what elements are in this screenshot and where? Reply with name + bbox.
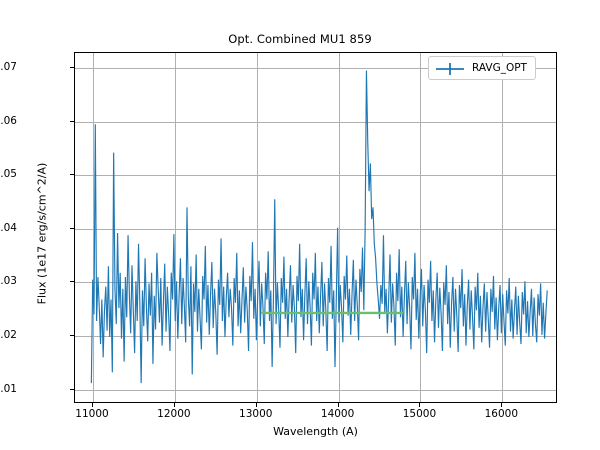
- y-tick-mark: [70, 334, 74, 336]
- gridline-vertical: [502, 53, 504, 402]
- gridline-vertical: [174, 53, 176, 402]
- x-tick-mark: [419, 403, 421, 407]
- y-tick-mark: [70, 120, 74, 122]
- gridline-horizontal: [75, 335, 556, 337]
- y-tick-mark: [70, 174, 74, 176]
- chart-title: Opt. Combined MU1 859: [228, 32, 372, 46]
- gridline-horizontal: [75, 175, 556, 177]
- x-tick-mark: [501, 403, 503, 407]
- data-layer: [75, 53, 556, 402]
- x-axis-label: Wavelength (A): [273, 425, 358, 438]
- y-axis-label: Flux (1e17 erg/s/cm^2/A): [35, 162, 49, 305]
- x-tick-mark: [255, 403, 257, 407]
- plot-area: [74, 52, 557, 403]
- legend-marker-ravg-opt: [435, 61, 465, 75]
- y-tick-label: 0.06: [0, 114, 17, 127]
- gridline-vertical: [93, 53, 94, 402]
- gridline-horizontal: [75, 121, 556, 123]
- x-tick-label: 16000: [484, 408, 519, 420]
- gridline-horizontal: [75, 228, 556, 230]
- y-tick-label: 0.02: [0, 328, 17, 341]
- y-tick-label: 0.07: [0, 61, 17, 73]
- x-tick-mark: [337, 403, 339, 407]
- x-tick-mark: [173, 403, 175, 407]
- gridline-horizontal: [75, 68, 556, 69]
- legend-label-ravg-opt: RAVG_OPT: [472, 62, 527, 74]
- x-tick-label: 14000: [320, 408, 355, 420]
- y-tick-mark: [70, 67, 74, 68]
- y-tick-mark: [70, 281, 74, 283]
- x-tick-label: 15000: [402, 408, 437, 420]
- x-tick-label: 13000: [239, 408, 273, 420]
- gridline-vertical: [256, 53, 258, 402]
- x-tick-label: 11000: [75, 408, 109, 420]
- x-tick-label: 12000: [157, 408, 191, 420]
- spectrum-line-ravg-opt: [90, 70, 548, 384]
- legend[interactable]: RAVG_OPT: [428, 56, 536, 80]
- y-tick-label: 0.03: [0, 275, 17, 288]
- y-tick-mark: [70, 388, 74, 390]
- y-tick-label: 0.05: [0, 168, 17, 181]
- spectrum-plot: [90, 70, 548, 384]
- gridline-horizontal: [75, 389, 556, 391]
- gridline-vertical: [338, 53, 340, 402]
- gridline-vertical: [420, 53, 422, 402]
- y-tick-mark: [70, 227, 74, 229]
- x-tick-mark: [92, 403, 93, 407]
- y-tick-label: 0.01: [0, 382, 17, 395]
- y-tick-label: 0.04: [0, 221, 17, 234]
